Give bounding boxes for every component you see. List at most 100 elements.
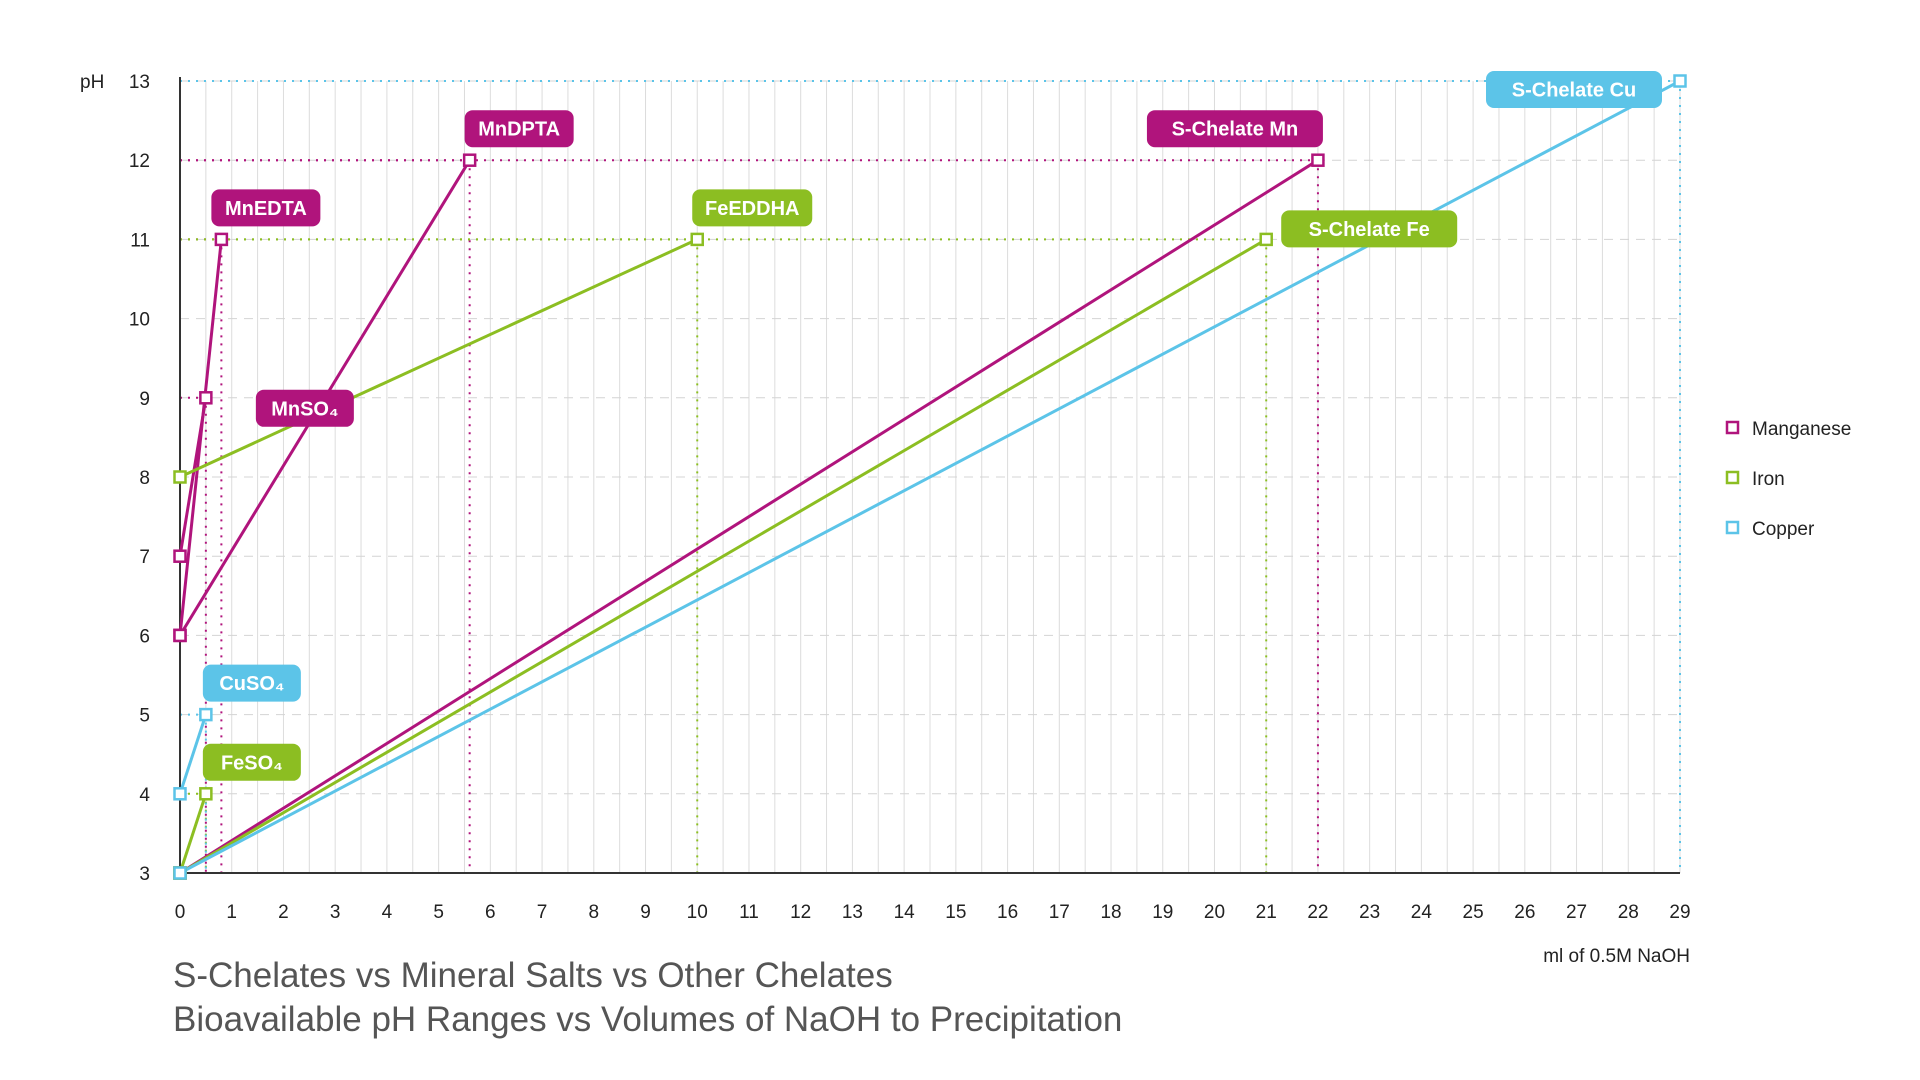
series-tag-background: [464, 110, 574, 148]
x-tick-label: 17: [1049, 902, 1070, 923]
x-tick-label: 4: [382, 902, 393, 923]
y-axis-label: pH: [80, 72, 104, 93]
legend-item-copper: Copper: [1725, 519, 1815, 540]
x-tick-label: 3: [330, 902, 341, 923]
data-point: [173, 866, 187, 880]
data-point: [462, 153, 477, 167]
legend-swatch: [1725, 420, 1740, 435]
y-tick-label: 9: [139, 389, 150, 410]
x-tick-label: 14: [894, 902, 916, 923]
data-point: [199, 787, 213, 801]
series-tag-cuso-: CuSO₄: [202, 664, 301, 702]
data-point: [199, 707, 213, 722]
data-point: [173, 470, 187, 484]
data-point: [199, 391, 213, 405]
data-point: [1259, 232, 1273, 247]
x-tick-label: 22: [1307, 902, 1328, 923]
legend-label: Manganese: [1752, 419, 1851, 440]
x-tick-label: 9: [640, 902, 651, 923]
x-tick-label: 8: [589, 902, 600, 923]
x-tick-label: 21: [1256, 902, 1277, 923]
x-tick-label: 1: [226, 902, 237, 923]
y-tick-label: 11: [130, 230, 150, 251]
series-tag-background: [202, 743, 301, 781]
x-tick-label: 28: [1618, 902, 1639, 923]
series-line-feso-: [178, 793, 208, 874]
series-line-s-chelate-fe: [179, 238, 1267, 875]
x-tick-label: 23: [1359, 902, 1380, 923]
series-tag-background: [1146, 110, 1323, 148]
x-tick-label: 25: [1463, 902, 1484, 923]
series-tag-feso-: FeSO₄: [202, 743, 301, 781]
data-point: [1311, 153, 1325, 167]
series-tag-label: FeSO₄: [221, 752, 283, 774]
x-tick-label: 7: [537, 902, 548, 923]
series-tag-label: MnSO₄: [271, 398, 338, 420]
legend-label: Copper: [1752, 519, 1815, 540]
legend-swatch: [1725, 470, 1740, 485]
series-tag-background: [1281, 210, 1458, 248]
x-tick-label: 24: [1411, 902, 1433, 923]
y-tick-label: 5: [139, 706, 150, 727]
x-axis-label: ml of 0.5M NaOH: [1543, 946, 1690, 967]
data-point: [173, 549, 187, 563]
legend: Manganese Iron Copper: [1725, 419, 1851, 540]
legend-item-iron: Iron: [1725, 469, 1785, 490]
chart-title: S-Chelates vs Mineral Salts vs Other Che…: [173, 956, 893, 995]
y-tick-label: 6: [139, 626, 150, 647]
x-tick-label: 6: [485, 902, 496, 923]
y-tick-label: 10: [129, 310, 150, 331]
data-point: [690, 232, 704, 247]
series-tag-label: MnEDTA: [225, 198, 307, 220]
x-tick-label: 13: [842, 902, 863, 923]
series-tag-mnedta: MnEDTA: [211, 189, 321, 227]
series-tag-mnso-: MnSO₄: [255, 389, 354, 427]
x-tick-label: 19: [1152, 902, 1173, 923]
x-tick-label: 12: [790, 902, 811, 923]
series-tag-label: S-Chelate Fe: [1309, 219, 1430, 241]
legend-item-manganese: Manganese: [1725, 419, 1851, 440]
data-point: [173, 628, 187, 643]
x-tick-label: 10: [687, 902, 708, 923]
series-tag-label: MnDPTA: [478, 119, 560, 141]
series-tag-background: [255, 389, 354, 427]
y-tick-label: 8: [139, 468, 150, 489]
series-line-s-chelate-mn: [179, 158, 1319, 875]
series-tag-mndpta: MnDPTA: [464, 110, 574, 148]
series-tag-s-chelate-mn: S-Chelate Mn: [1146, 110, 1323, 148]
chart-subtitle: Bioavailable pH Ranges vs Volumes of NaO…: [173, 1000, 1123, 1039]
series-tag-s-chelate-fe: S-Chelate Fe: [1281, 210, 1458, 248]
data-markers: [173, 74, 1687, 880]
series-tag-label: CuSO₄: [219, 673, 284, 695]
series-tag-s-chelate-cu: S-Chelate Cu: [1486, 71, 1662, 108]
x-tick-label: 29: [1669, 902, 1690, 923]
x-tick-label: 16: [997, 902, 1018, 923]
legend-label: Iron: [1752, 469, 1785, 490]
series-tag-background: [202, 664, 301, 702]
data-point: [214, 232, 229, 247]
x-tick-label: 20: [1204, 902, 1225, 923]
y-tick-label: 4: [139, 785, 150, 806]
series-line-mnedta: [178, 239, 223, 636]
data-point: [173, 787, 187, 801]
series-tag-label: S-Chelate Cu: [1512, 80, 1636, 102]
data-point: [1673, 74, 1687, 88]
x-tick-label: 2: [278, 902, 289, 923]
series-tag-background: [211, 189, 321, 227]
series-labels: MnSO₄ MnEDTA MnDPTA S-Chelate Mn FeSO₄ FeEDDH…: [202, 71, 1662, 781]
series-line-feeddha: [179, 238, 698, 479]
x-tick-label: 15: [945, 902, 966, 923]
chart-title-block: S-Chelates vs Mineral Salts vs Other Che…: [173, 954, 1122, 1042]
series-tag-background: [1486, 71, 1662, 108]
x-tick-label: 5: [433, 902, 444, 923]
x-tick-label: 11: [739, 902, 759, 923]
x-tick-label: 26: [1514, 902, 1535, 923]
y-tick-label: 13: [129, 72, 150, 93]
y-tick-label: 7: [139, 547, 150, 568]
series-tag-label: FeEDDHA: [705, 198, 799, 220]
series-tag-label: S-Chelate Mn: [1172, 119, 1299, 141]
y-tick-label: 3: [139, 864, 150, 885]
